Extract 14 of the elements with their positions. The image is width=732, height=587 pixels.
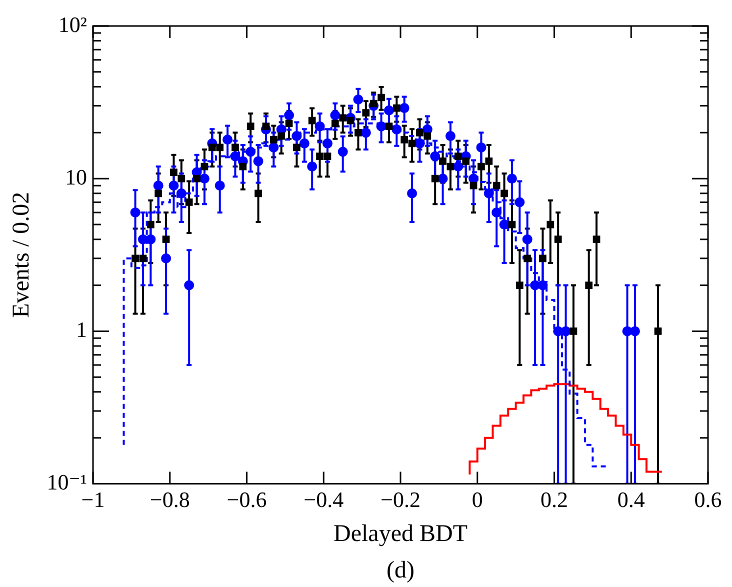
y-tick-label: 1 [76,316,88,342]
x-tick-label: −0.6 [226,486,267,512]
x-tick-label: −0.4 [304,486,344,512]
y-tick-label: 10² [58,12,88,37]
x-tick-label: 0 [472,486,483,512]
x-tick-label: 0.6 [694,486,722,512]
x-tick-label: −0.8 [150,486,190,512]
text: (d) [386,557,414,584]
x-axis-title: Delayed BDT [334,520,468,547]
x-tick-label: 0.2 [540,486,568,512]
y-tick-label: 10 [65,164,88,190]
x-tick-label: 0.4 [617,486,645,512]
x-tick-label: −0.2 [380,486,420,512]
y-axis-title: Events / 0.02 [8,192,35,318]
